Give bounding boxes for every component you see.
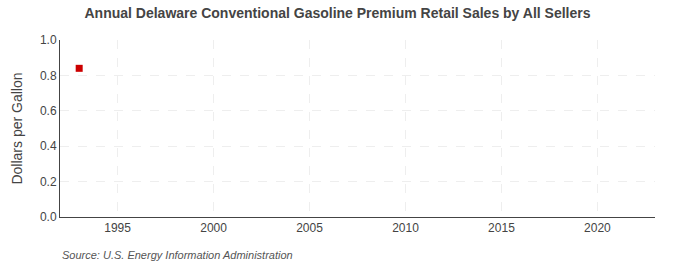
svg-text:0.0: 0.0 xyxy=(40,210,57,224)
svg-text:2005: 2005 xyxy=(296,221,323,235)
svg-text:2000: 2000 xyxy=(200,221,227,235)
svg-text:2010: 2010 xyxy=(392,221,419,235)
svg-text:0.2: 0.2 xyxy=(40,175,57,189)
svg-text:1.0: 1.0 xyxy=(40,33,57,47)
svg-text:0.8: 0.8 xyxy=(40,69,57,83)
svg-text:Source: U.S. Energy Informatio: Source: U.S. Energy Information Administ… xyxy=(62,249,293,261)
svg-text:1995: 1995 xyxy=(104,221,131,235)
svg-text:0.6: 0.6 xyxy=(40,104,57,118)
svg-text:0.4: 0.4 xyxy=(40,139,57,153)
svg-text:2015: 2015 xyxy=(488,221,515,235)
svg-text:Dollars per Gallon: Dollars per Gallon xyxy=(9,72,25,184)
svg-text:2020: 2020 xyxy=(584,221,611,235)
svg-text:Annual Delaware Conventional G: Annual Delaware Conventional Gasoline Pr… xyxy=(85,5,591,21)
